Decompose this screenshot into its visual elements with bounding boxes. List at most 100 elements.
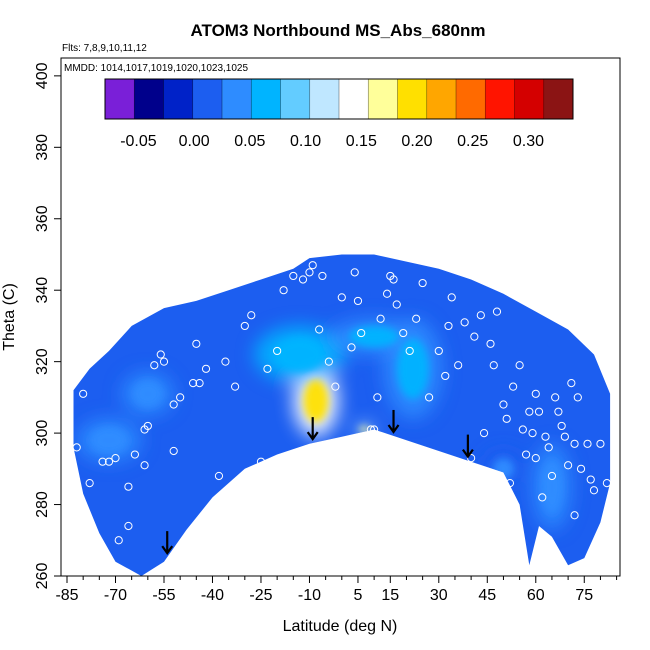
colorbar-segment [397,79,428,119]
colorbar-tick-label: 0.25 [457,133,488,150]
sample-point [289,271,298,281]
sample-point [399,328,408,338]
flights-note: Flts: 7,8,9,10,11,12 [62,43,147,54]
chart-title: ATOM3 Northbound MS_Abs_680nm [190,21,485,40]
sample-point [454,361,463,370]
sample-point [176,393,185,402]
sample-point [111,454,120,463]
hotspot-core-5 [133,380,163,407]
sample-point [505,479,515,488]
x-tick-label: 75 [575,587,593,604]
hotspot-core-3 [396,338,429,399]
sample-point [467,454,476,463]
sample-point [479,429,489,438]
sample-point [240,321,249,331]
sample-point [583,439,592,448]
colorbar-tick-label: 0.00 [179,133,210,150]
sample-point [564,461,573,470]
colorbar-segment [280,79,311,119]
sample-point [544,443,553,452]
sample-point [541,432,550,441]
colorbar: -0.05 0.00 0.05 0.10 0.15 0.20 0.25 0.30 [104,78,574,150]
x-tick-label: 45 [478,587,496,604]
colorbar-frame [104,78,574,120]
sample-point [547,471,557,481]
x-tick-label: -70 [104,587,127,604]
sample-point [124,521,133,531]
sample-point [434,346,443,356]
sample-point [188,378,198,388]
sample-point [499,400,508,409]
colorbar-segment [543,79,574,119]
colorbar-tick-label: 0.20 [401,133,432,150]
sample-point [140,461,149,470]
sample-point [79,389,88,398]
sample-point [376,314,385,323]
colorbar-tick-label: -0.05 [120,133,157,150]
sample-point [492,307,502,316]
colorbar-tick-label: 0.15 [346,133,377,150]
x-tick-label: -55 [152,587,175,604]
dates-note: MMDD: 1014,1017,1019,1020,1023,1025 [64,63,248,74]
sample-point [72,443,81,452]
colorbar-segment [309,79,340,119]
sample-point [570,439,579,448]
x-axis: -85 -70 -55 -40 -25 -10 5 15 30 45 60 75 [55,576,618,604]
x-tick-label: -10 [298,587,321,604]
sample-point [392,300,401,309]
sample-point [460,318,469,327]
sample-point [518,425,527,434]
sample-point [104,457,114,466]
arrow-head [461,448,474,459]
sample-point [418,278,427,288]
sample-point [130,450,139,459]
hotspot-core-7 [541,460,563,513]
hotspot-core-6 [91,427,127,454]
x-tick-label: 5 [354,587,363,604]
plot-frame [60,57,621,577]
plot-region [72,254,612,576]
sample-point [560,432,569,441]
sample-point [586,475,595,484]
x-tick-label: -25 [249,587,272,604]
colorbar-segment [456,79,486,119]
colorbar-segment [514,79,545,119]
sample-point [169,400,178,409]
colorbar-tick-label: 0.30 [513,133,544,150]
sample-point [424,393,434,402]
sample-point [502,414,511,423]
sample-point [444,321,453,331]
sample-point [169,446,178,456]
sample-point [353,296,363,306]
sample-point [221,357,230,366]
sample-point [114,536,123,545]
y-tick-label: 300 [34,420,51,447]
sample-point [324,357,333,366]
core-hotspots [91,325,563,513]
x-tick-label: -40 [201,587,224,604]
x-tick-label: -85 [55,587,78,604]
arrow-head [387,424,400,434]
colorbar-segment [426,79,457,119]
sample-point [373,393,382,402]
sample-point [589,486,599,495]
sample-point [357,328,366,338]
sample-point [405,346,414,356]
sample-point [476,311,485,320]
sample-point [412,314,421,323]
arrow-head [306,431,319,441]
sample-point [350,268,359,277]
hotspot-core-8 [492,458,515,480]
sample-point [551,393,560,402]
sample-point [470,332,479,341]
colorbar-segment [192,79,223,119]
sample-point [570,511,579,520]
y-axis-label: Theta (C) [1,283,18,351]
y-tick-label: 400 [34,62,51,89]
sample-point [231,382,240,391]
x-tick-label: 60 [527,587,545,604]
sample-point [554,407,563,416]
sample-point [370,425,379,434]
sample-point [567,378,576,388]
